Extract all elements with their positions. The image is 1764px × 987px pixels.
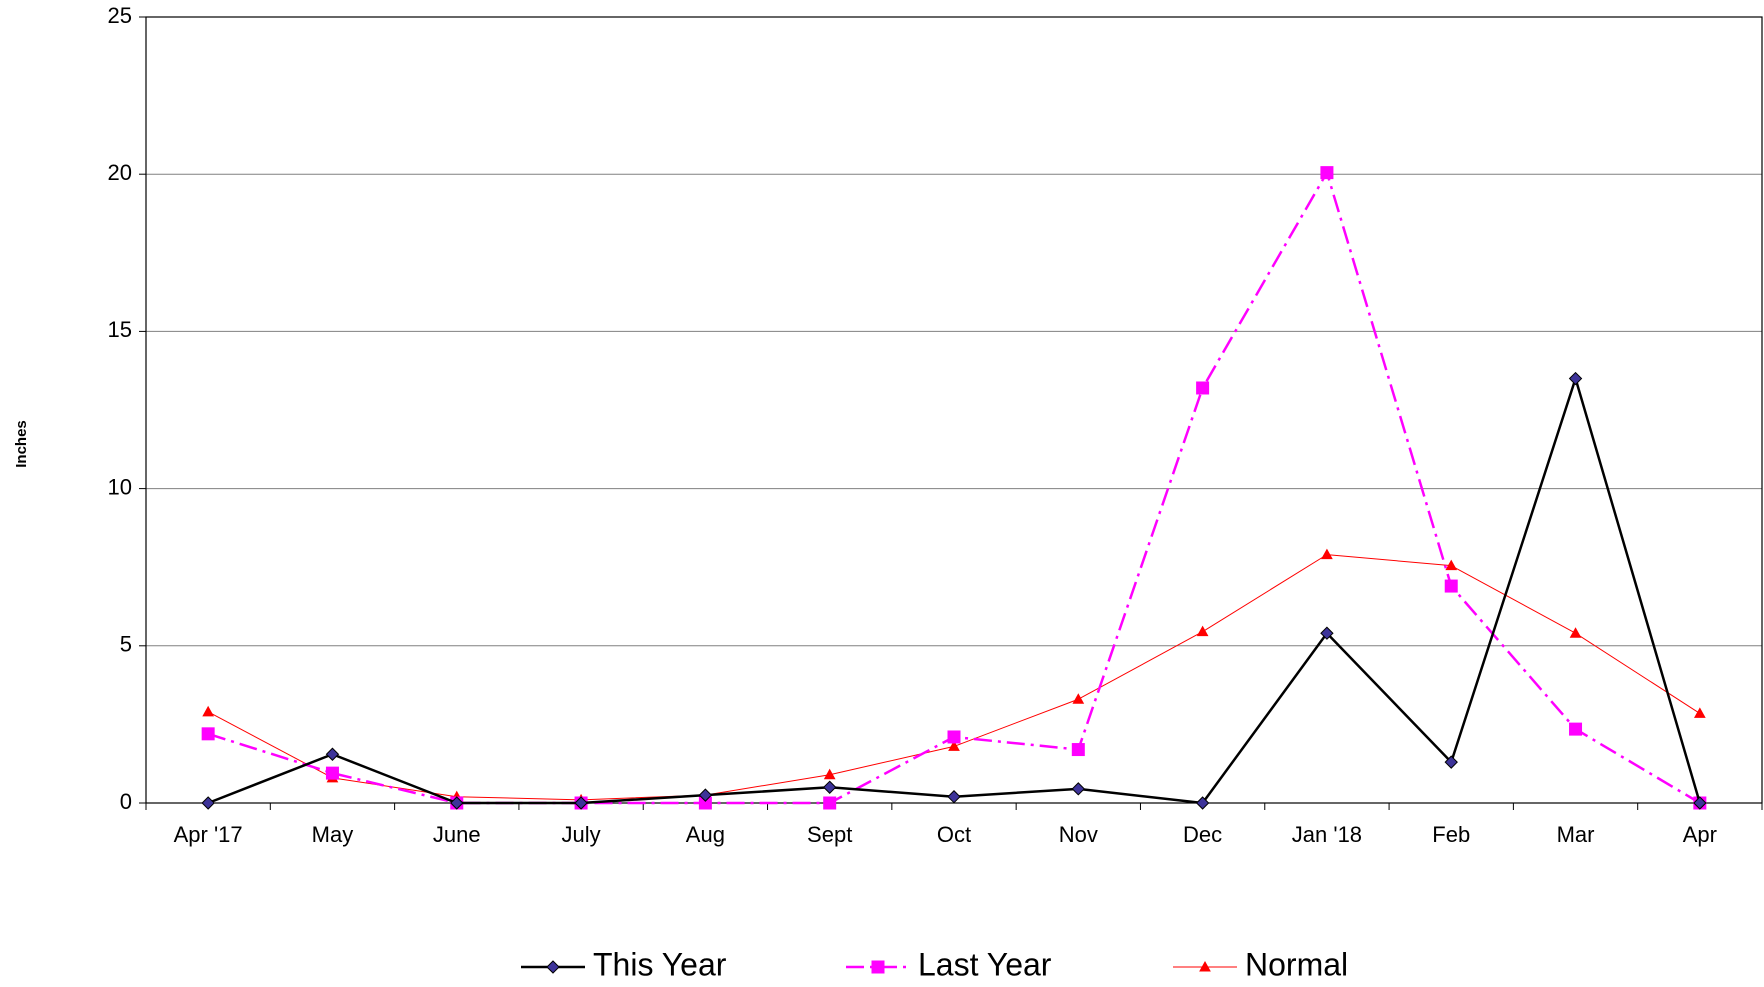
y-tick-label: 25: [108, 3, 132, 28]
marker: [1320, 166, 1334, 180]
y-tick-label: 5: [120, 632, 132, 657]
x-tick-label: Nov: [1059, 822, 1098, 847]
x-tick-label: May: [312, 822, 354, 847]
plot-border: [145, 16, 1763, 804]
marker: [1568, 371, 1583, 386]
x-tick-label: Aug: [686, 822, 725, 847]
marker: [201, 727, 215, 741]
y-axis-label: Inches: [13, 420, 30, 468]
legend-marker: [1199, 960, 1211, 972]
marker: [1320, 626, 1334, 640]
legend-label: This Year: [593, 946, 727, 982]
marker: [698, 788, 713, 802]
marker: [1569, 627, 1582, 638]
marker: [1445, 559, 1458, 571]
legend-label: Last Year: [918, 946, 1052, 982]
x-tick-label: Dec: [1183, 822, 1222, 847]
marker: [574, 796, 588, 810]
y-tick-label: 15: [108, 317, 132, 342]
x-tick-label: Sept: [807, 822, 852, 847]
x-tick-label: July: [562, 822, 601, 847]
marker: [947, 790, 961, 804]
marker: [202, 705, 215, 717]
marker: [1195, 796, 1210, 810]
marker: [948, 740, 960, 751]
marker: [1196, 625, 1209, 637]
marker: [1321, 548, 1333, 560]
x-tick-label: Jan '18: [1292, 822, 1362, 847]
marker: [1444, 579, 1458, 593]
marker: [1071, 782, 1086, 796]
x-tick-label: Apr: [1683, 822, 1717, 847]
marker: [201, 796, 215, 810]
marker: [1196, 381, 1210, 395]
legend-marker: [871, 960, 885, 974]
x-tick-label: Oct: [937, 822, 971, 847]
marker: [1071, 743, 1085, 757]
marker: [1072, 693, 1085, 704]
legend-label: Normal: [1245, 946, 1348, 982]
x-tick-label: Mar: [1557, 822, 1595, 847]
series-line: [207, 171, 1701, 805]
marker: [1444, 755, 1458, 769]
marker: [325, 766, 339, 780]
marker: [1693, 796, 1707, 810]
x-tick-label: June: [433, 822, 481, 847]
y-tick-label: 20: [108, 160, 132, 185]
marker: [947, 730, 961, 744]
marker: [822, 780, 837, 794]
series-line: [207, 554, 1701, 801]
marker: [823, 796, 837, 810]
marker: [325, 747, 340, 761]
marker: [1569, 722, 1583, 736]
y-tick-label: 10: [108, 474, 132, 499]
marker: [1693, 707, 1706, 718]
x-tick-label: Feb: [1432, 822, 1470, 847]
legend-marker: [546, 960, 560, 974]
x-tick-label: Apr '17: [174, 822, 243, 847]
marker: [823, 768, 836, 780]
marker: [450, 796, 464, 810]
y-tick-label: 0: [120, 789, 132, 814]
